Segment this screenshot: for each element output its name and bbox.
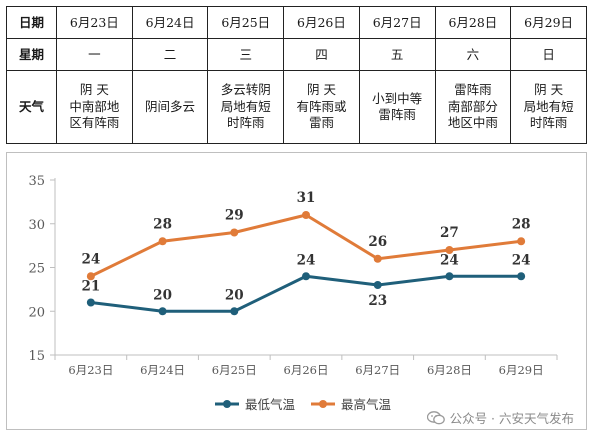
weekday-cell: 二 (131, 38, 209, 71)
wechat-icon (426, 410, 445, 424)
high-temp-data-label: 24 (81, 251, 100, 267)
x-tick-label: 6月29日 (499, 363, 544, 377)
weekday-cell: 一 (56, 38, 133, 71)
temperature-line-chart: 15 20 25 30 35 6月23日 6月24日 6月25日 6月26日 6月27日 6月28日… (28, 174, 558, 412)
weather-cell: 多云转阴 局地有短 时阵雨 (207, 70, 285, 144)
low-temp-data-label: 20 (153, 287, 172, 303)
low-temp-data-label: 24 (440, 252, 459, 268)
weather-row-header: 天气 (6, 70, 57, 144)
y-tick-label: 20 (28, 305, 45, 320)
weekday-row: 星期 一 二 三 四 五 六 日 (6, 38, 587, 71)
date-cell: 6月26日 (283, 6, 360, 39)
weekday-cell: 六 (434, 38, 512, 71)
low-temp-data-label: 21 (81, 279, 100, 295)
forecast-table: 日期 6月23日 6月24日 6月25日 6月26日 6月27日 6月28日 6… (6, 6, 587, 144)
high-temp-point (517, 237, 526, 246)
weekday-row-header: 星期 (6, 38, 57, 71)
y-tick-label: 25 (28, 262, 45, 277)
x-tick-label: 6月24日 (140, 363, 185, 377)
date-cell: 6月27日 (358, 6, 436, 39)
low-temp-data-label: 24 (297, 252, 316, 268)
high-temp-data-label: 26 (368, 234, 387, 250)
x-tick-label: 6月23日 (68, 363, 113, 377)
legend-label: 最低气温 (245, 397, 296, 412)
low-temp-point (517, 272, 526, 281)
low-temp-data-label: 23 (368, 293, 387, 309)
weather-text: 多云转阴 局地有短 时阵雨 (220, 82, 271, 131)
weather-cell: 小到中等 雷阵雨 (358, 70, 436, 144)
legend-swatch-marker (223, 400, 231, 408)
weather-text: 小到中等 雷阵雨 (372, 90, 423, 123)
weather-cell: 阴 天 局地有短 时阵雨 (510, 70, 587, 144)
weather-cell: 阴间多云 (131, 70, 209, 144)
date-cell: 6月29日 (510, 6, 587, 39)
y-tick-label: 30 (28, 218, 45, 233)
date-cell: 6月28日 (434, 6, 512, 39)
low-temp-point (230, 307, 239, 316)
high-temp-data-label: 29 (225, 208, 244, 224)
high-temp-point (158, 237, 167, 246)
weather-text: 阴间多云 (145, 98, 196, 114)
low-temp-data-label: 24 (512, 252, 531, 268)
legend-swatch-marker (319, 400, 327, 408)
x-tick-label: 6月25日 (212, 363, 257, 377)
low-temp-point (158, 307, 167, 316)
legend-label: 最高气温 (341, 397, 392, 412)
weather-cell: 雷阵雨 南部部分 地区中雨 (434, 70, 512, 144)
weather-text: 阴 天 局地有短 时阵雨 (523, 82, 574, 131)
weather-text: 雷阵雨 南部部分 地区中雨 (447, 82, 498, 131)
weekday-cell: 五 (358, 38, 436, 71)
weekday-cell: 日 (510, 38, 587, 71)
high-temp-data-label: 28 (512, 216, 531, 232)
high-temp-data-label: 27 (440, 225, 459, 241)
weekday-cell: 三 (207, 38, 285, 71)
weather-text: 阴 天 有阵雨或 雷雨 (296, 82, 347, 131)
low-temp-data-label: 20 (225, 287, 244, 303)
x-tick-label: 6月27日 (355, 363, 400, 377)
low-temp-point (373, 281, 382, 289)
date-cell: 6月25日 (207, 6, 285, 39)
weather-row: 天气 阴 天 中南部地 区有阵雨 阴间多云 多云转阴 局地有短 时阵雨 阴 天 … (6, 70, 587, 144)
date-cell: 6月24日 (131, 6, 209, 39)
weather-cell: 阴 天 中南部地 区有阵雨 (56, 70, 133, 144)
high-temp-point (373, 254, 382, 263)
x-tick-label: 6月28日 (427, 363, 472, 377)
watermark-text: 公众号 · 六安天气发布 (449, 411, 574, 426)
watermark: 公众号 · 六安天气发布 (426, 408, 574, 427)
weather-text: 阴 天 中南部地 区有阵雨 (69, 82, 120, 131)
date-row-header: 日期 (6, 6, 57, 39)
date-cell: 6月23日 (56, 6, 133, 39)
high-temp-point (445, 246, 454, 254)
y-tick-label: 35 (28, 174, 45, 189)
temperature-chart: 15 20 25 30 35 6月23日 6月24日 6月25日 6月26日 6月27日 6月28日… (6, 152, 587, 430)
weekday-cell: 四 (283, 38, 360, 71)
low-temp-point (302, 272, 310, 281)
high-temp-point (302, 211, 310, 219)
low-temp-point (86, 298, 95, 307)
weather-cell: 阴 天 有阵雨或 雷雨 (283, 70, 360, 144)
high-temp-point (86, 272, 95, 281)
high-temp-data-label: 31 (297, 190, 316, 206)
date-row: 日期 6月23日 6月24日 6月25日 6月26日 6月27日 6月28日 6… (6, 6, 587, 39)
x-tick-label: 6月26日 (284, 363, 329, 377)
y-tick-label: 15 (28, 349, 45, 364)
high-temp-point (230, 228, 239, 237)
low-temp-point (445, 272, 454, 281)
high-temp-data-label: 28 (153, 216, 172, 232)
